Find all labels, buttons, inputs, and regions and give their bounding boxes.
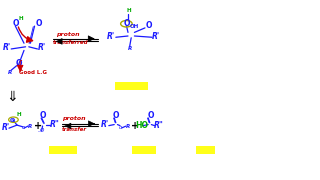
Text: R": R"	[154, 121, 164, 130]
FancyBboxPatch shape	[196, 146, 215, 154]
Text: proton: proton	[62, 116, 86, 121]
Text: {: {	[17, 59, 23, 69]
Text: R': R'	[101, 120, 109, 129]
Text: O: O	[39, 128, 44, 133]
Text: O: O	[113, 111, 119, 120]
Text: R': R'	[38, 43, 46, 52]
FancyBboxPatch shape	[49, 146, 77, 154]
Text: O: O	[40, 111, 46, 120]
Text: +: +	[131, 121, 139, 131]
Text: o: o	[119, 125, 123, 130]
Text: O: O	[147, 111, 154, 120]
Text: +: +	[34, 121, 42, 131]
Text: O: O	[146, 21, 152, 30]
FancyBboxPatch shape	[132, 146, 156, 154]
Text: ⇓: ⇓	[6, 90, 17, 104]
Text: R: R	[28, 124, 32, 129]
Text: R: R	[128, 46, 132, 51]
FancyBboxPatch shape	[115, 82, 148, 90]
Text: proton: proton	[56, 32, 80, 37]
Text: O: O	[10, 118, 15, 123]
Text: H: H	[126, 8, 131, 13]
Text: O: O	[35, 19, 42, 28]
Text: O: O	[12, 19, 19, 28]
Text: R: R	[125, 124, 130, 129]
Text: transfer: transfer	[62, 127, 87, 132]
Text: R": R"	[50, 120, 60, 129]
Text: O: O	[15, 59, 22, 68]
Text: R': R'	[2, 123, 10, 132]
Text: Good L.G: Good L.G	[19, 70, 47, 75]
Text: -: -	[38, 129, 40, 134]
Text: R': R'	[152, 32, 160, 41]
Text: H: H	[19, 16, 23, 21]
Text: OH: OH	[130, 24, 139, 29]
Text: O: O	[123, 19, 130, 28]
Text: o: o	[22, 125, 25, 130]
Text: R': R'	[107, 32, 116, 41]
Text: R': R'	[3, 43, 12, 52]
Text: R: R	[8, 70, 12, 75]
Text: HO: HO	[135, 121, 148, 130]
Text: transferred: transferred	[53, 40, 88, 45]
Text: H: H	[17, 112, 21, 117]
